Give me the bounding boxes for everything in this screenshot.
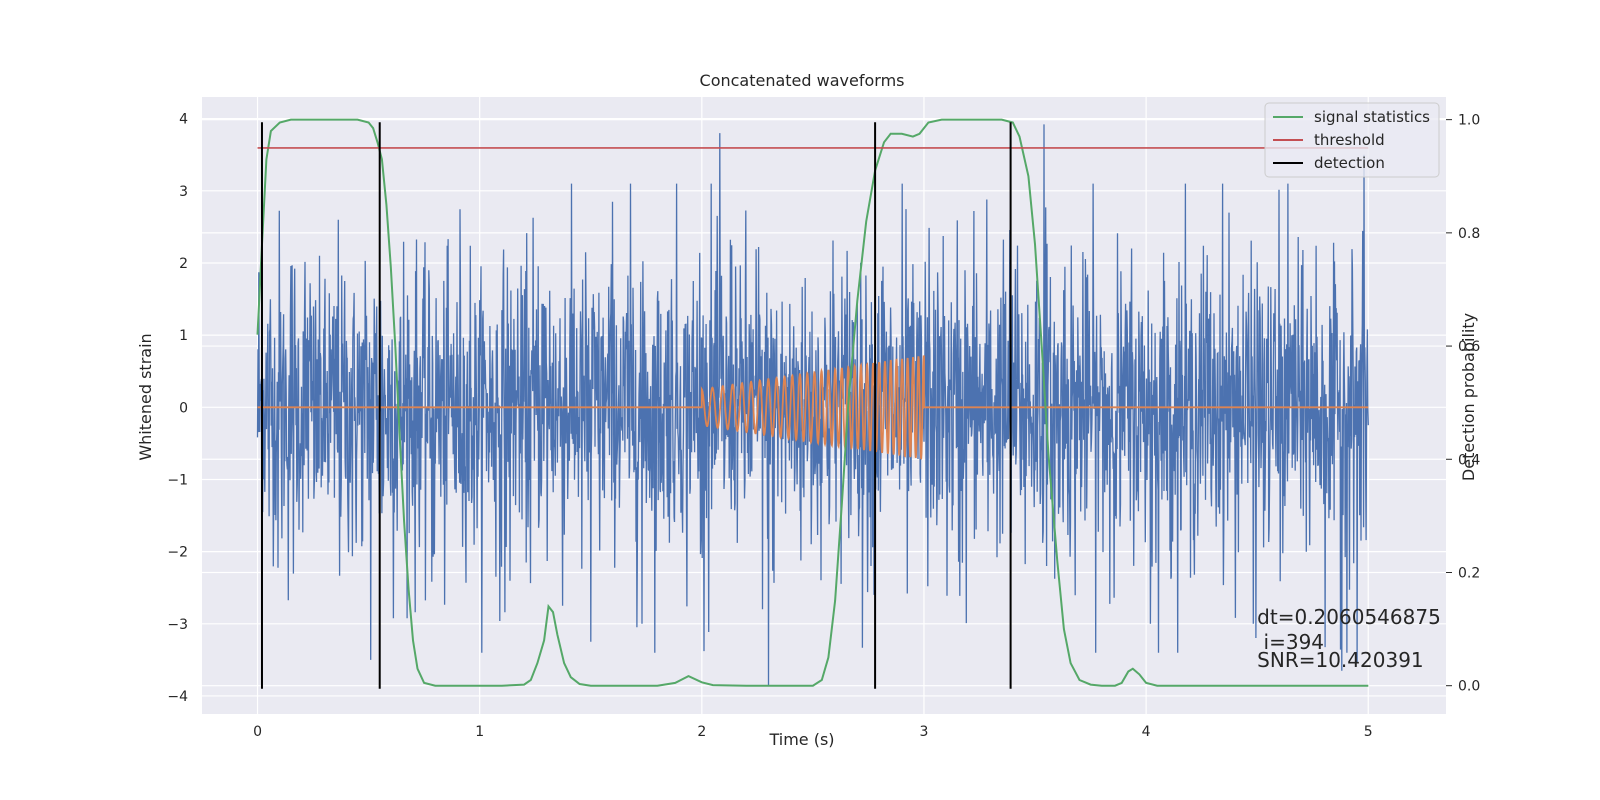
annotation-dt: dt=0.2060546875 (1257, 605, 1441, 629)
y2-axis-ticks: 0.0 0.2 0.4 0.6 0.8 1.0 (1446, 113, 1480, 695)
y-tick-label: −4 (167, 689, 188, 705)
y2-tick-label: 0.4 (1458, 452, 1480, 468)
legend-label-threshold: threshold (1314, 131, 1385, 149)
y-tick-label: −2 (167, 545, 188, 561)
y-tick-label: 2 (179, 256, 188, 272)
x-tick-label: 4 (1142, 724, 1151, 740)
y-tick-label: −1 (167, 472, 188, 488)
y2-tick-label: 0.8 (1458, 226, 1480, 242)
y-tick-label: 4 (179, 112, 188, 128)
x-axis-ticks: 0 1 2 3 4 5 (253, 724, 1373, 740)
legend-label-signal-statistics: signal statistics (1314, 108, 1430, 126)
y-axis-label: Whitened strain (136, 333, 155, 460)
legend-label-detection: detection (1314, 154, 1385, 172)
y2-tick-label: 0.2 (1458, 565, 1480, 581)
y2-tick-label: 0.6 (1458, 339, 1480, 355)
plot-area (202, 97, 1446, 714)
y-tick-label: 1 (179, 328, 188, 344)
y-tick-label: −3 (167, 617, 188, 633)
x-tick-label: 2 (697, 724, 706, 740)
signal-statistics-layer (256, 118, 1369, 687)
legend-box (1264, 102, 1440, 178)
x-axis-label: Time (s) (768, 730, 834, 749)
y2-tick-label: 0.0 (1458, 679, 1480, 695)
x-tick-label: 3 (920, 724, 929, 740)
detection-layer (260, 122, 1012, 689)
signal-statistics-line (256, 118, 1369, 687)
y-axis-ticks: −4 −3 −2 −1 0 1 2 3 4 (167, 112, 188, 705)
annotation-index: i=394 (1257, 630, 1324, 654)
annotations: dt=0.2060546875 i=394 SNR=10.420391 (1257, 605, 1441, 672)
chart-title: Concatenated waveforms (700, 71, 905, 90)
y2-tick-label: 1.0 (1458, 113, 1480, 129)
x-tick-label: 1 (475, 724, 484, 740)
annotation-snr: SNR=10.420391 (1257, 648, 1423, 672)
injection-line (257, 355, 1369, 460)
injection-series-layer (257, 355, 1369, 460)
x-tick-label: 0 (253, 724, 262, 740)
y-tick-label: 3 (179, 184, 188, 200)
legend: signal statistics threshold detection (1264, 102, 1440, 178)
y-tick-label: 0 (179, 400, 188, 416)
y2-axis-label: Detection probability (1459, 313, 1478, 481)
x-tick-label: 5 (1364, 724, 1373, 740)
